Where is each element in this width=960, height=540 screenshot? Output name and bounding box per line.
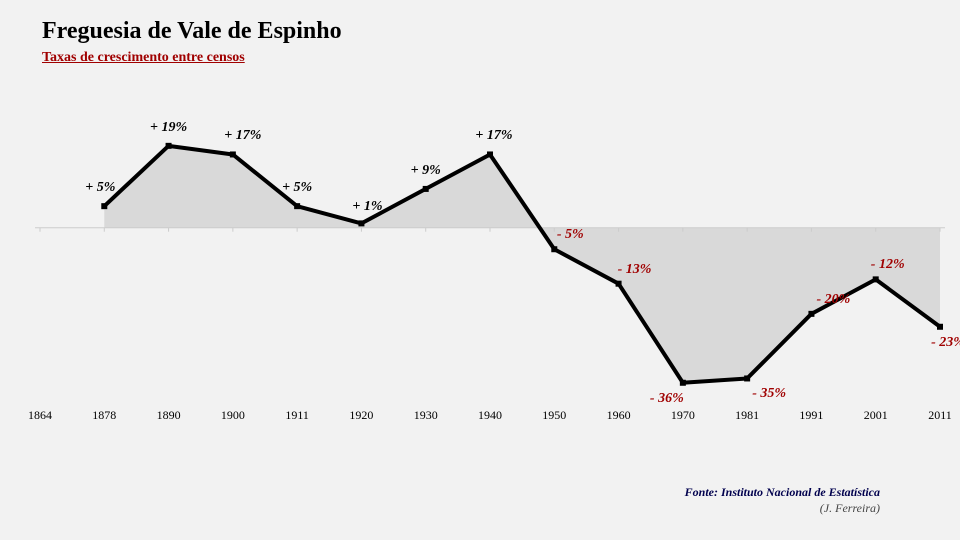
data-label: - 5% bbox=[557, 227, 584, 243]
x-axis-label: 1950 bbox=[542, 408, 566, 423]
data-label: + 9% bbox=[411, 163, 441, 179]
data-label: + 17% bbox=[224, 128, 261, 144]
x-axis-label: 1981 bbox=[735, 408, 759, 423]
x-axis-label: 1878 bbox=[92, 408, 116, 423]
chart-container: Freguesia de Vale de Espinho Taxas de cr… bbox=[0, 0, 960, 540]
x-axis-label: 1890 bbox=[157, 408, 181, 423]
data-label: - 23% bbox=[931, 335, 960, 351]
data-label: - 20% bbox=[817, 292, 851, 308]
data-label: - 36% bbox=[650, 391, 684, 407]
data-label: + 17% bbox=[475, 128, 512, 144]
x-axis-label: 1970 bbox=[671, 408, 695, 423]
x-axis-label: 2011 bbox=[928, 408, 952, 423]
data-label: - 35% bbox=[752, 386, 786, 402]
data-label: + 5% bbox=[85, 180, 115, 196]
data-label: + 19% bbox=[150, 120, 187, 136]
x-axis-label: 1911 bbox=[285, 408, 309, 423]
x-axis-label: 1920 bbox=[349, 408, 373, 423]
data-label: + 5% bbox=[282, 180, 312, 196]
labels-layer: 1864 1878 1890 1900 1911 1920 1930 1940 1950 1960… bbox=[0, 0, 960, 540]
source-text: Fonte: Instituto Nacional de Estatística bbox=[685, 485, 880, 500]
source-author: (J. Ferreira) bbox=[820, 501, 880, 516]
x-axis-label: 1991 bbox=[799, 408, 823, 423]
data-label: + 1% bbox=[352, 199, 382, 215]
x-axis-label: 1960 bbox=[607, 408, 631, 423]
x-axis-label: 1930 bbox=[414, 408, 438, 423]
x-axis-label: 2001 bbox=[864, 408, 888, 423]
x-axis-label: 1940 bbox=[478, 408, 502, 423]
data-label: - 12% bbox=[871, 257, 905, 273]
x-axis-label: 1864 bbox=[28, 408, 52, 423]
x-axis-label: 1900 bbox=[221, 408, 245, 423]
data-label: - 13% bbox=[618, 262, 652, 278]
